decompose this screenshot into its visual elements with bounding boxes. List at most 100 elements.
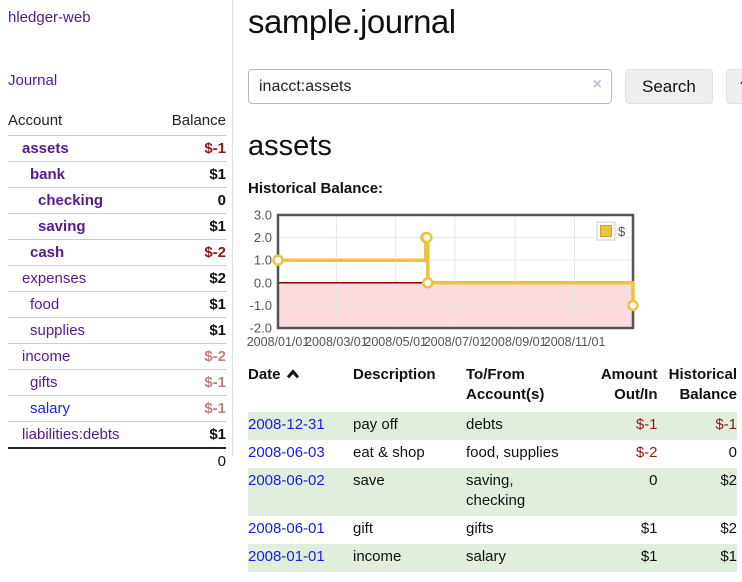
account-row: bank $1 [8,161,226,188]
transaction-date-cell: 2008-06-02 [248,468,353,516]
transaction-accounts: saving, checking [466,472,526,509]
account-cell: salary [8,395,155,422]
svg-text:2008/09/01: 2008/09/01 [484,335,547,349]
account-column-header: Account [8,112,63,129]
transaction-description: eat & shop [353,444,425,461]
balance-column-header: Balance [171,112,226,129]
transaction-description: income [353,548,402,565]
transaction-date-link[interactable]: 2008-06-01 [248,520,325,537]
transaction-date-link[interactable]: 2008-06-03 [248,444,325,461]
page-title: sample.journal [248,3,456,40]
account-link[interactable]: bank [30,166,66,183]
svg-text:1.0: 1.0 [254,253,272,268]
description-column-header: Description [353,366,436,383]
balance-header-line1: Historical [668,366,737,383]
transaction-date-cell: 2008-12-31 [248,412,353,440]
svg-text:2.0: 2.0 [254,230,272,245]
account-row: expenses $2 [8,265,226,292]
account-cell: cash [8,239,155,266]
transaction-balance: $2 [720,520,737,537]
account-link[interactable]: liabilities:debts [22,426,120,443]
account-link[interactable]: food [30,296,60,313]
account-link[interactable]: checking [38,192,104,209]
transaction-accounts: food, supplies [466,444,559,461]
svg-text:0.0: 0.0 [254,275,272,290]
account-cell: liabilities:debts [8,421,155,448]
transaction-balance: 0 [728,444,737,461]
account-cell: saving [8,213,155,240]
search-input[interactable] [248,69,612,104]
brand-link[interactable]: hledger-web [8,9,91,26]
chart-title: Historical Balance: [248,180,384,197]
sidebar: hledger-web Journal Account Balance asse… [0,0,233,474]
date-column-header: Date [248,363,353,412]
account-cell: checking [8,187,155,214]
register-row: 2008-06-01 gift gifts $1 $2 [248,516,737,544]
balance-total-row: 0 [8,447,226,474]
svg-text:2008/11/01: 2008/11/01 [544,335,606,349]
account-cell: assets [8,135,155,162]
account-link[interactable]: salary [30,400,71,417]
account-balance: $-2 [154,239,226,266]
help-button[interactable]: ? [725,69,742,104]
register-row: 2008-01-01 income salary $1 $1 [248,544,737,572]
transaction-balance: $-1 [715,416,737,433]
register-row: 2008-06-03 eat & shop food, supplies $-2… [248,440,737,468]
svg-text:$: $ [618,224,626,239]
account-balance: $-1 [154,395,226,422]
register-table: Date Description To/From Account(s) Amou… [248,363,737,572]
transaction-date-cell: 2008-06-01 [248,516,353,544]
account-balance: $2 [154,265,226,292]
sort-ascending-icon [286,369,299,379]
transaction-date-link[interactable]: 2008-01-01 [248,548,325,565]
account-row: cash $-2 [8,239,226,266]
account-link[interactable]: expenses [22,270,87,287]
svg-text:2008/05/01: 2008/05/01 [364,335,427,349]
transaction-balance: $1 [720,548,737,565]
account-cell: income [8,343,155,370]
account-row: supplies $1 [8,317,226,344]
chart-canvas: $3.0 2.0 1.0 0.0 -1.0 -2.02008/01/012008/03/0… [247,208,639,349]
transaction-amount: $1 [640,520,658,537]
transaction-amount: 0 [649,472,658,489]
account-balance: $1 [154,421,226,448]
sidebar-item-journal[interactable]: Journal [8,72,58,89]
account-link[interactable]: saving [38,218,86,235]
register-row: 2008-06-02 save saving, checking 0 $2 [248,468,737,516]
date-header-label: Date [248,366,281,383]
account-link[interactable]: income [22,348,71,365]
account-row: gifts $-1 [8,369,226,396]
balance-table-header-row: Account Balance [8,109,226,136]
account-link[interactable]: supplies [30,322,86,339]
transaction-description: save [353,472,385,489]
account-balance: $-2 [154,343,226,370]
account-row: liabilities:debts $1 [8,421,226,448]
transaction-balance: $2 [720,472,737,489]
transaction-accounts: gifts [466,520,494,537]
account-row: food $1 [8,291,226,318]
svg-text:-2.0: -2.0 [250,321,272,336]
tofrom-header-line1: To/From [466,366,525,383]
svg-text:2008/07/01: 2008/07/01 [424,335,487,349]
balance-header-line2: Balance [679,386,737,403]
account-balance: $-1 [154,369,226,396]
account-row: saving $1 [8,213,226,240]
clear-search-icon[interactable]: × [592,76,602,93]
transaction-description: gift [353,520,374,537]
account-row: salary $-1 [8,395,226,422]
account-link[interactable]: cash [30,244,65,261]
account-link[interactable]: assets [22,140,69,157]
total-row-spacer [8,447,155,474]
transaction-description: pay off [353,416,398,433]
tofrom-header-line2: Account(s) [466,386,545,403]
transaction-date-link[interactable]: 2008-06-02 [248,472,325,489]
register-row: 2008-12-31 pay off debts $-1 $-1 [248,412,737,440]
transaction-date-link[interactable]: 2008-12-31 [248,416,325,433]
account-row: checking 0 [8,187,226,214]
account-link[interactable]: gifts [30,374,58,391]
total-balance: 0 [154,447,226,474]
account-cell: gifts [8,369,155,396]
search-button[interactable]: Search [625,69,713,104]
historical-balance-chart: $3.0 2.0 1.0 0.0 -1.0 -2.0 2008/01/01 2008/03/0… [247,206,648,352]
